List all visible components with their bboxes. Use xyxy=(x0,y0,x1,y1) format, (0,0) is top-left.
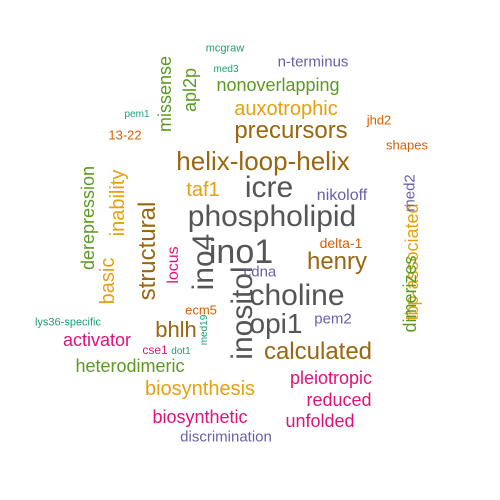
word-med19: med19 xyxy=(199,314,210,346)
word-jhd2: jhd2 xyxy=(366,112,392,128)
word-taf1: taf1 xyxy=(186,179,220,201)
word-precursors: precursors xyxy=(234,117,348,144)
word-delta-1: delta-1 xyxy=(319,235,363,251)
word-lys36-specific: lys36-specific xyxy=(34,316,102,329)
word-cdna: cdna xyxy=(243,263,277,281)
word-apl2p: apl2p xyxy=(180,67,200,113)
word-ino1: ino1 xyxy=(208,233,274,271)
word-pem1: pem1 xyxy=(124,109,150,120)
word-med3: med3 xyxy=(213,64,239,75)
word-ecm5: ecm5 xyxy=(185,302,217,318)
word-13-22: 13-22 xyxy=(108,127,142,143)
word-activator: activator xyxy=(62,330,132,350)
word-mcgraw: mcgraw xyxy=(205,42,245,55)
word-ino4: ino4 xyxy=(187,233,220,291)
word-auxotrophic: auxotrophic xyxy=(234,98,338,120)
word-n-terminus: n-terminus xyxy=(277,53,349,71)
word-discrimination: discrimination xyxy=(180,428,272,446)
word-biosynthetic: biosynthetic xyxy=(152,407,248,427)
word-icre: icre xyxy=(244,171,294,204)
word-opi1: opi1 xyxy=(249,308,303,339)
word-structural: structural xyxy=(134,201,161,301)
word-reduced: reduced xyxy=(306,390,372,410)
word-locus: locus xyxy=(165,246,182,284)
word-helix-loop-helix: helix-loop-helix xyxy=(176,146,350,176)
word-pleiotropic: pleiotropic xyxy=(289,368,373,388)
word-calculated: calculated xyxy=(263,338,373,365)
word-phospholipid: phospholipid xyxy=(187,200,357,233)
word-biosynthesis: biosynthesis xyxy=(144,378,256,400)
word-nonoverlapping: nonoverlapping xyxy=(216,75,340,95)
word-choline: choline xyxy=(249,279,345,312)
word-med2: med2 xyxy=(401,174,419,212)
word-nikoloff: nikoloff xyxy=(316,187,368,204)
word-bhlh: bhlh xyxy=(155,317,197,342)
word-derepression: derepression xyxy=(78,165,98,271)
word-henry: henry xyxy=(306,248,368,275)
word-shapes: shapes xyxy=(386,137,428,153)
word-cse1: cse1 xyxy=(142,343,168,357)
word-missense: missense xyxy=(155,55,175,133)
word-dimerizes: dimerizes xyxy=(400,255,420,333)
word-inability: inability xyxy=(107,169,129,237)
word-unfolded: unfolded xyxy=(285,411,355,431)
word-dot1: dot1 xyxy=(171,346,191,357)
word-heterodimeric: heterodimeric xyxy=(75,356,185,376)
word-pem2: pem2 xyxy=(314,310,352,328)
word-basic: basic xyxy=(97,257,119,305)
